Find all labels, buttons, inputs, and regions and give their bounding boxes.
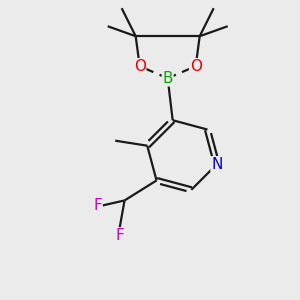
Text: O: O [134,59,146,74]
Text: B: B [162,71,173,86]
Text: F: F [93,198,102,213]
Text: F: F [115,228,124,243]
Text: N: N [211,157,223,172]
Text: O: O [190,59,202,74]
